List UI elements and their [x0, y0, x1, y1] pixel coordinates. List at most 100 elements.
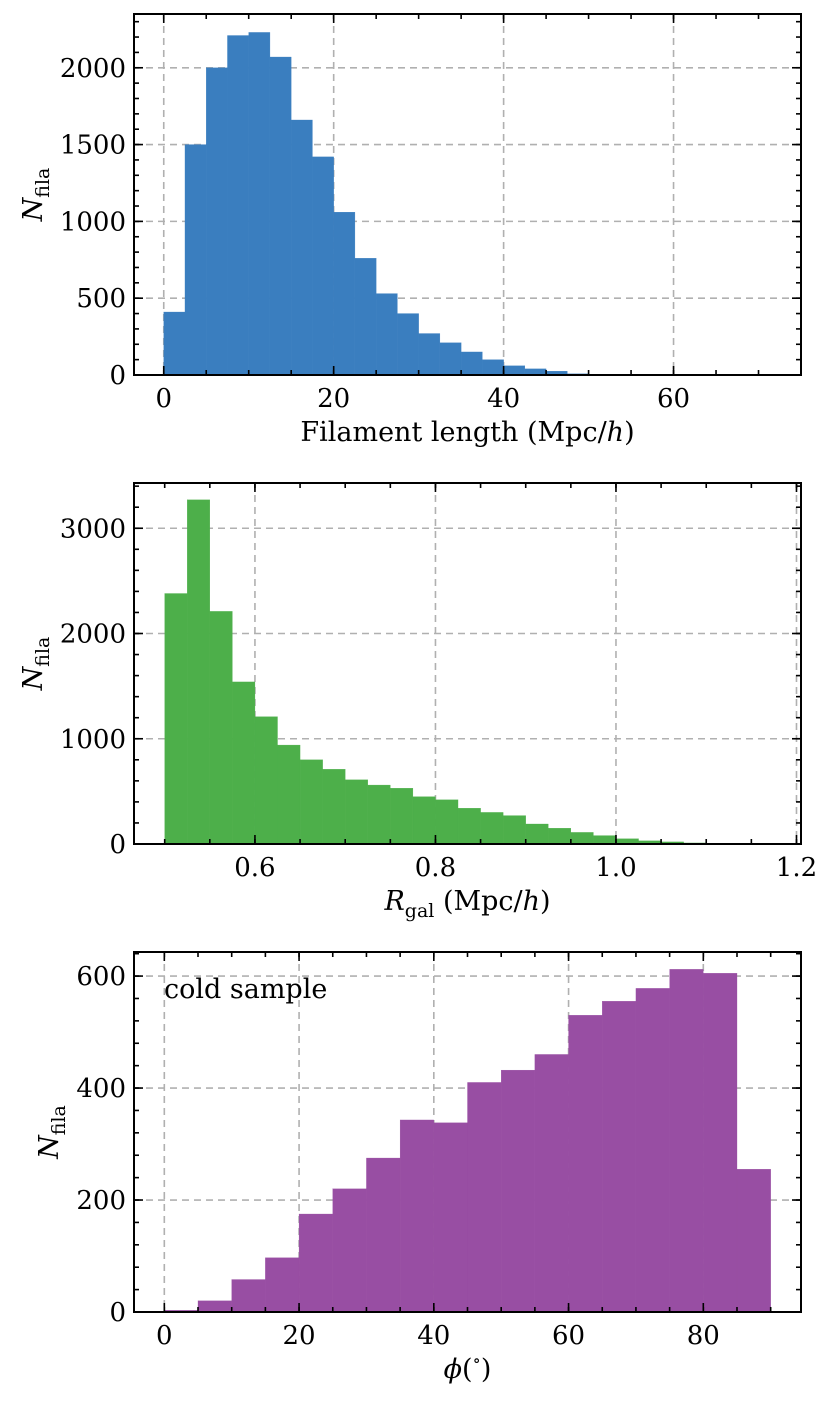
histogram-bar [184, 144, 207, 376]
y-tick-label: 600 [76, 962, 126, 992]
histogram-bar [269, 56, 292, 376]
y-tick-label: 0 [109, 361, 126, 391]
x-tick-label: 1.0 [595, 853, 636, 883]
histogram-bar [435, 799, 459, 845]
histogram-bar [534, 1054, 569, 1313]
x-tick-label: 60 [552, 1321, 585, 1351]
histogram-bar [593, 835, 617, 845]
histogram-bar [265, 1257, 300, 1313]
histogram-bar [367, 784, 391, 845]
x-tick-label: 20 [317, 384, 350, 414]
x-axis-label-main: ϕ [444, 1354, 462, 1385]
histogram-bar [254, 716, 278, 845]
x-axis-label-italic: h [607, 417, 624, 448]
histogram-bar [457, 808, 481, 845]
y-axis-label: Nfila [34, 1105, 70, 1160]
histogram-bar [232, 681, 256, 845]
histogram-bar [439, 342, 462, 376]
histogram-bar [399, 1119, 434, 1313]
y-tick-label: 1000 [60, 725, 126, 755]
y-tick-label: 2000 [60, 620, 126, 650]
y-tick-label: 2000 [60, 54, 126, 84]
histogram-bar [376, 293, 398, 376]
histogram-bar [503, 365, 526, 376]
y-axis-label-main: N [18, 196, 49, 222]
x-tick-label: 0 [156, 1321, 173, 1351]
x-axis-label-text: ) [540, 886, 551, 917]
histogram-bar [277, 744, 301, 845]
y-tick-label: 0 [109, 830, 126, 860]
histogram-bar [467, 1082, 502, 1313]
histogram-bar [503, 815, 526, 845]
histogram-bar [322, 769, 346, 845]
histogram-bar [703, 973, 738, 1313]
histogram-bar [333, 212, 356, 376]
y-axis-label-sub: fila [32, 168, 54, 198]
ticks [134, 952, 801, 1313]
histogram-bar [298, 1213, 333, 1313]
histogram-bar [635, 988, 670, 1313]
histogram-bar [312, 156, 334, 376]
x-tick-label: 0.8 [415, 853, 456, 883]
x-axis-label-sub: gal [405, 900, 435, 922]
histogram-bar [354, 258, 377, 376]
histogram-bar [397, 313, 419, 376]
y-tick-label: 400 [76, 1074, 126, 1104]
histogram-bar [501, 1069, 536, 1313]
histogram-bar [736, 1169, 771, 1313]
histogram-bar [602, 1001, 637, 1313]
y-tick-label: 3000 [60, 514, 126, 544]
y-axis-label-main: N [34, 1134, 65, 1160]
y-axis-label-main: N [18, 665, 49, 691]
x-tick-label: 0.6 [234, 853, 275, 883]
y-axis-label-sub: fila [48, 1105, 70, 1135]
histogram-bar [345, 779, 368, 845]
histogram-bar [366, 1157, 401, 1313]
ticks [134, 14, 802, 376]
bars [163, 32, 695, 376]
histogram-bar [187, 499, 210, 845]
histogram-bar [525, 823, 549, 845]
histogram-bar [390, 788, 414, 845]
histogram-bar [460, 351, 483, 376]
x-axis-label-text: Filament length (Mpc/ [300, 417, 607, 448]
y-axis-label: Nfila [18, 168, 54, 223]
histogram-bar [291, 119, 313, 376]
histogram-bar [197, 1300, 232, 1313]
x-axis-label-text: (Mpc/ [434, 886, 523, 917]
histogram-bar [433, 1122, 468, 1313]
histogram-bar [231, 1279, 266, 1313]
y-tick-label: 1000 [60, 207, 126, 237]
bars [164, 969, 771, 1313]
x-axis-label-text: ) [481, 1354, 492, 1385]
histogram-bar [164, 593, 188, 845]
x-axis-label: ϕ(∘) [444, 1351, 492, 1385]
panel-1: 0 20 40 60 0 500 1000 1500 2000 Nfila Filament len… [18, 13, 802, 448]
axes-frame [133, 482, 802, 845]
histogram-bar [163, 311, 186, 376]
histogram-bar [412, 796, 436, 845]
histogram-bar [482, 359, 504, 376]
y-tick-label: 200 [76, 1186, 126, 1216]
histogram-bar [548, 828, 571, 845]
x-tick-label: 60 [657, 384, 690, 414]
histogram-bar [206, 67, 228, 376]
ticks [134, 483, 801, 845]
axes-frame [133, 13, 802, 376]
x-tick-label: 80 [687, 1321, 720, 1351]
histogram-bar [299, 759, 323, 845]
x-tick-label: 0 [155, 384, 172, 414]
x-axis-label-main: R [383, 886, 404, 917]
y-axis-label-sub: fila [32, 637, 54, 667]
panel-2: 0.6 0.8 1.0 1.2 0 1000 2000 3000 Nfila Rgal (Mpc/… [18, 482, 817, 922]
histogram-bar [669, 969, 704, 1313]
y-axis-label: Nfila [18, 637, 54, 692]
x-tick-label: 20 [283, 1321, 316, 1351]
y-tick-label: 500 [76, 284, 126, 314]
annotation-label: cold sample [164, 974, 327, 1005]
x-axis-label-text: ( [462, 1354, 473, 1385]
x-axis-label-italic: h [523, 886, 540, 917]
histogram-bar [227, 35, 249, 376]
histogram-bar [568, 1015, 603, 1313]
